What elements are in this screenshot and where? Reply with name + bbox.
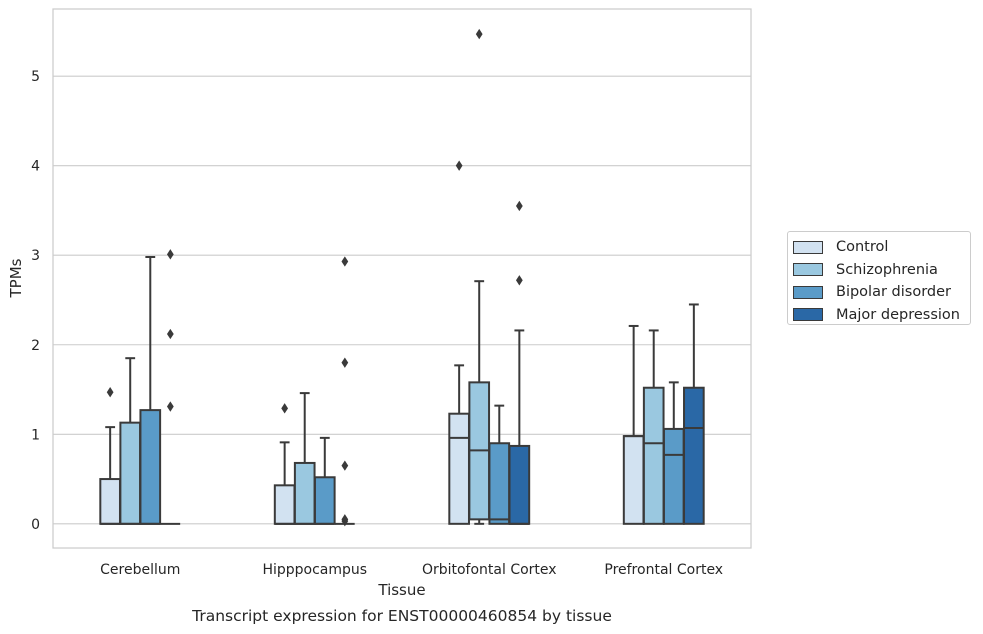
legend-swatch <box>793 263 823 277</box>
boxes <box>99 28 705 527</box>
box-iqr <box>448 412 470 525</box>
y-tick-label: 0 <box>31 517 40 533</box>
box-schizophrenia <box>468 28 491 525</box>
legend-label: Bipolar disorder <box>836 284 951 301</box>
box-iqr <box>139 409 162 525</box>
outlier-point <box>281 403 289 414</box>
outlier-point <box>341 515 349 527</box>
outlier-point <box>166 249 174 260</box>
outlier-point <box>166 401 174 412</box>
x-tick-label: Orbitofontal Cortex <box>422 562 557 578</box>
outlier-point <box>106 387 114 398</box>
x-tick-label: Cerebellum <box>100 562 180 578</box>
y-axis-label: TPMs <box>7 258 25 298</box>
box-control <box>448 160 470 525</box>
outlier-point <box>475 28 483 40</box>
legend-label: Control <box>836 239 889 256</box>
legend-label: Major depression <box>836 306 960 323</box>
box-major-depression <box>335 256 355 527</box>
box-iqr <box>273 484 296 525</box>
y-tick-labels: 0 1 2 3 4 5 <box>31 69 40 533</box>
legend: Control Schizophrenia Bipolar disorder Majo… <box>787 231 971 325</box>
x-tick-label: Hipppocampus <box>262 562 367 578</box>
box-control <box>622 324 645 525</box>
box-major-depression <box>160 249 181 525</box>
box-iqr <box>488 442 511 525</box>
legend-item: Bipolar disorder <box>793 281 970 304</box>
outlier-point <box>341 256 349 267</box>
legend-swatch <box>793 285 823 299</box>
box-iqr <box>119 421 142 525</box>
box-schizophrenia <box>293 392 316 525</box>
box-iqr <box>313 476 336 525</box>
box-major-depression <box>508 200 531 525</box>
box-bipolar-disorder <box>313 436 336 525</box>
box-iqr <box>662 427 685 525</box>
x-tick-label: Prefrontal Cortex <box>604 562 723 578</box>
outlier-point <box>515 275 523 286</box>
legend-item: Control <box>793 236 970 259</box>
x-tick-labels: Cerebellum Hipppocampus Orbitofontal Corte… <box>100 562 723 578</box>
box-bipolar-disorder <box>488 404 511 525</box>
outlier-point <box>341 460 349 471</box>
x-axis-label: Tissue <box>377 581 425 599</box>
y-tick-label: 5 <box>31 69 40 85</box>
box-iqr <box>683 386 705 525</box>
outlier-point <box>341 357 349 368</box>
box-schizophrenia <box>119 357 142 525</box>
box-control <box>273 403 296 525</box>
outlier-point <box>166 328 174 340</box>
legend-swatch <box>793 308 823 322</box>
box-major-depression <box>683 303 705 525</box>
y-tick-label: 4 <box>31 159 40 175</box>
box-bipolar-disorder <box>139 256 162 525</box>
box-bipolar-disorder <box>662 381 685 525</box>
box-iqr <box>508 444 531 525</box>
box-schizophrenia <box>642 329 665 525</box>
y-tick-label: 3 <box>31 248 40 264</box>
box-iqr <box>622 435 645 525</box>
legend-item: Schizophrenia <box>793 259 970 282</box>
chart-title: Transcript expression for ENST0000046085… <box>191 607 612 625</box>
legend-item: Major depression <box>793 304 970 327</box>
legend-label: Schizophrenia <box>836 261 938 278</box>
outlier-point <box>515 200 523 212</box>
box-iqr <box>642 386 665 525</box>
outlier-point <box>455 160 463 171</box>
box-iqr <box>293 461 316 525</box>
plot-area-frame <box>52 8 752 549</box>
y-tick-label: 1 <box>31 427 40 443</box>
legend-swatch <box>793 240 823 254</box>
box-iqr <box>99 478 121 525</box>
box-control <box>99 387 121 525</box>
y-tick-label: 2 <box>31 338 40 354</box>
